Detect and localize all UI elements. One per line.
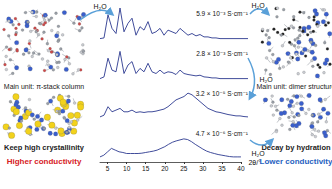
svg-text:Main unit: π-stack column: Main unit: π-stack column	[4, 83, 84, 90]
svg-text:H₂O: H₂O	[251, 150, 265, 157]
svg-text:15: 15	[142, 165, 150, 172]
svg-text:5: 5	[106, 165, 110, 172]
svg-text:Keep high crystallinity: Keep high crystallinity	[4, 143, 85, 152]
svg-text:5.9 × 10⁻³ S·cm⁻¹: 5.9 × 10⁻³ S·cm⁻¹	[196, 10, 249, 17]
svg-text:35: 35	[218, 165, 226, 172]
svg-text:H₂O: H₂O	[93, 3, 107, 10]
svg-text:3.2 × 10⁻⁵ S·cm⁻¹: 3.2 × 10⁻⁵ S·cm⁻¹	[196, 90, 249, 97]
svg-text:4.7 × 10⁻⁶ S·cm⁻¹: 4.7 × 10⁻⁶ S·cm⁻¹	[196, 130, 249, 137]
svg-text:2θ/°: 2θ/°	[248, 159, 261, 166]
svg-text:Higher conductivity: Higher conductivity	[7, 157, 82, 166]
svg-text:Main unit: dimer structure: Main unit: dimer structure	[257, 83, 332, 90]
svg-text:2.8 × 10⁻³ S·cm⁻¹: 2.8 × 10⁻³ S·cm⁻¹	[196, 50, 249, 57]
svg-text:Lower conductivity: Lower conductivity	[260, 157, 332, 166]
svg-text:H₂O: H₂O	[259, 76, 273, 83]
svg-text:20: 20	[161, 165, 169, 172]
svg-text:25: 25	[180, 165, 188, 172]
svg-text:Decay by hydration: Decay by hydration	[261, 143, 331, 152]
svg-text:40: 40	[237, 165, 245, 172]
svg-text:30: 30	[199, 165, 207, 172]
svg-text:H₂O: H₂O	[251, 2, 265, 9]
svg-text:10: 10	[123, 165, 131, 172]
